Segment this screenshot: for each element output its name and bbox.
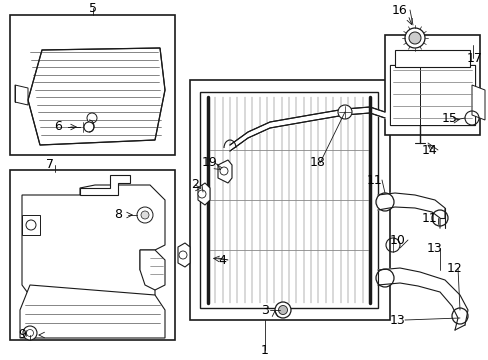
Circle shape: [87, 113, 97, 123]
Text: 15: 15: [441, 112, 457, 125]
Text: 17: 17: [466, 51, 482, 64]
Text: 5: 5: [89, 1, 97, 14]
Text: 14: 14: [421, 144, 437, 157]
Circle shape: [137, 207, 153, 223]
Text: 6: 6: [54, 121, 62, 134]
Polygon shape: [394, 50, 469, 67]
Text: 13: 13: [426, 242, 442, 255]
Circle shape: [337, 105, 351, 119]
Polygon shape: [140, 250, 164, 290]
Circle shape: [26, 220, 36, 230]
Polygon shape: [22, 185, 164, 330]
Polygon shape: [28, 48, 164, 145]
Circle shape: [274, 302, 290, 318]
Text: 11: 11: [366, 174, 382, 186]
Bar: [200, 92, 377, 308]
Polygon shape: [15, 85, 28, 105]
Text: 1: 1: [261, 343, 268, 356]
Polygon shape: [389, 65, 474, 125]
Polygon shape: [218, 160, 231, 183]
Polygon shape: [377, 268, 467, 330]
Text: 11: 11: [421, 211, 437, 225]
Text: 8: 8: [114, 208, 122, 221]
Bar: [10, 15, 175, 155]
Polygon shape: [22, 215, 40, 235]
Circle shape: [84, 122, 94, 132]
Text: 7: 7: [46, 158, 54, 171]
Text: 2: 2: [191, 179, 199, 192]
Circle shape: [278, 306, 287, 315]
Circle shape: [198, 190, 205, 198]
Text: 10: 10: [389, 234, 405, 247]
Circle shape: [404, 28, 424, 48]
Bar: [384, 35, 479, 135]
Polygon shape: [419, 65, 474, 125]
Polygon shape: [471, 85, 484, 120]
Circle shape: [26, 329, 34, 337]
Circle shape: [179, 251, 186, 259]
Circle shape: [23, 326, 37, 340]
Polygon shape: [198, 183, 209, 205]
Circle shape: [141, 211, 149, 219]
Text: 9: 9: [18, 328, 26, 342]
Polygon shape: [20, 285, 164, 338]
Bar: [190, 80, 389, 320]
Text: 18: 18: [309, 157, 325, 170]
Bar: [10, 170, 175, 340]
Text: 16: 16: [391, 4, 407, 17]
Circle shape: [408, 32, 420, 44]
Text: 12: 12: [446, 261, 462, 274]
Circle shape: [220, 167, 227, 175]
Text: 4: 4: [218, 253, 225, 266]
Polygon shape: [389, 65, 419, 125]
Text: 19: 19: [202, 157, 218, 170]
Polygon shape: [377, 193, 444, 228]
Text: 3: 3: [261, 303, 268, 316]
Text: 13: 13: [389, 314, 405, 327]
Polygon shape: [178, 243, 190, 267]
Polygon shape: [80, 175, 130, 195]
